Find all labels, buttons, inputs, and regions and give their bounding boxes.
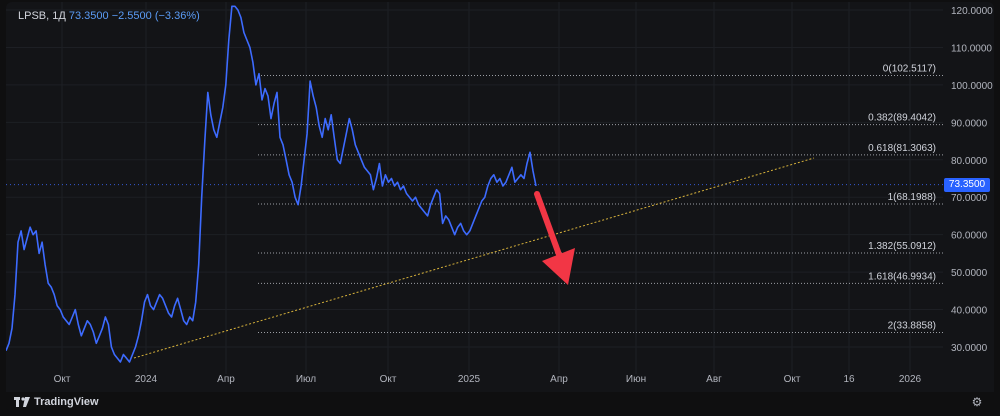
tradingview-icon bbox=[14, 397, 30, 407]
chart-frame[interactable]: 120.0000 110.0000 100.0000 90.0000 80.0000 70… bbox=[6, 2, 994, 412]
price-chart[interactable]: 120.0000 110.0000 100.0000 90.0000 80.0000 70… bbox=[6, 2, 994, 392]
x-tick-label: Окт bbox=[380, 374, 397, 385]
y-tick-label: 70.0000 bbox=[951, 193, 988, 204]
y-tick-label: 40.0000 bbox=[951, 306, 988, 317]
change-label: −2.5500 (−3.36%) bbox=[111, 10, 200, 22]
symbol-header: LPSB, 1Д 73.3500 −2.5500 (−3.36%) bbox=[18, 10, 200, 22]
last-price-label: 73.3500 bbox=[68, 10, 109, 22]
y-tick-label: 60.0000 bbox=[951, 231, 988, 242]
symbol-label: LPSB, 1Д bbox=[18, 10, 66, 22]
y-tick-label: 80.0000 bbox=[951, 156, 988, 167]
y-tick-label: 50.0000 bbox=[951, 268, 988, 279]
y-tick-label: 30.0000 bbox=[951, 343, 988, 354]
x-tick-label: Окт bbox=[784, 374, 801, 385]
fib-level-label: 0.382(89.4042) bbox=[868, 113, 936, 124]
trend-line bbox=[133, 157, 815, 359]
x-tick-label: 16 bbox=[843, 374, 855, 385]
y-tick-label: 100.0000 bbox=[951, 81, 993, 92]
x-tick-label: Апр bbox=[217, 374, 235, 385]
x-tick-label: Апр bbox=[550, 374, 568, 385]
x-tick-label: Июл bbox=[296, 374, 316, 385]
x-tick-label: 2026 bbox=[899, 374, 922, 385]
projection-arrow-head bbox=[542, 248, 575, 285]
y-tick-label: 110.0000 bbox=[951, 43, 992, 54]
fib-level-label: 1(68.1988) bbox=[888, 192, 936, 203]
price-line bbox=[6, 5, 537, 363]
x-tick-label: Июн bbox=[626, 374, 646, 385]
last-price-badge: 73.3500 bbox=[944, 178, 990, 192]
tradingview-logo[interactable]: TradingView bbox=[14, 396, 99, 408]
brand-label: TradingView bbox=[34, 396, 99, 408]
chart-footer: TradingView ⚙ bbox=[6, 392, 994, 412]
fib-level-label: 2(33.8858) bbox=[888, 320, 936, 331]
x-tick-label: 2025 bbox=[458, 374, 481, 385]
x-tick-label: 2024 bbox=[135, 374, 158, 385]
x-tick-label: Окт bbox=[54, 374, 71, 385]
fib-level-label: 1.618(46.9934) bbox=[868, 271, 936, 282]
fib-level-label: 0(102.5117) bbox=[883, 63, 936, 74]
y-tick-label: 90.0000 bbox=[951, 118, 988, 129]
fib-level-label: 0.618(81.3063) bbox=[868, 143, 936, 154]
settings-icon[interactable]: ⚙ bbox=[971, 395, 983, 409]
x-tick-label: Авг bbox=[706, 374, 722, 385]
fib-level-label: 1.382(55.0912) bbox=[868, 241, 936, 252]
projection-arrow-shaft bbox=[534, 191, 564, 263]
y-tick-label: 120.0000 bbox=[951, 6, 993, 17]
